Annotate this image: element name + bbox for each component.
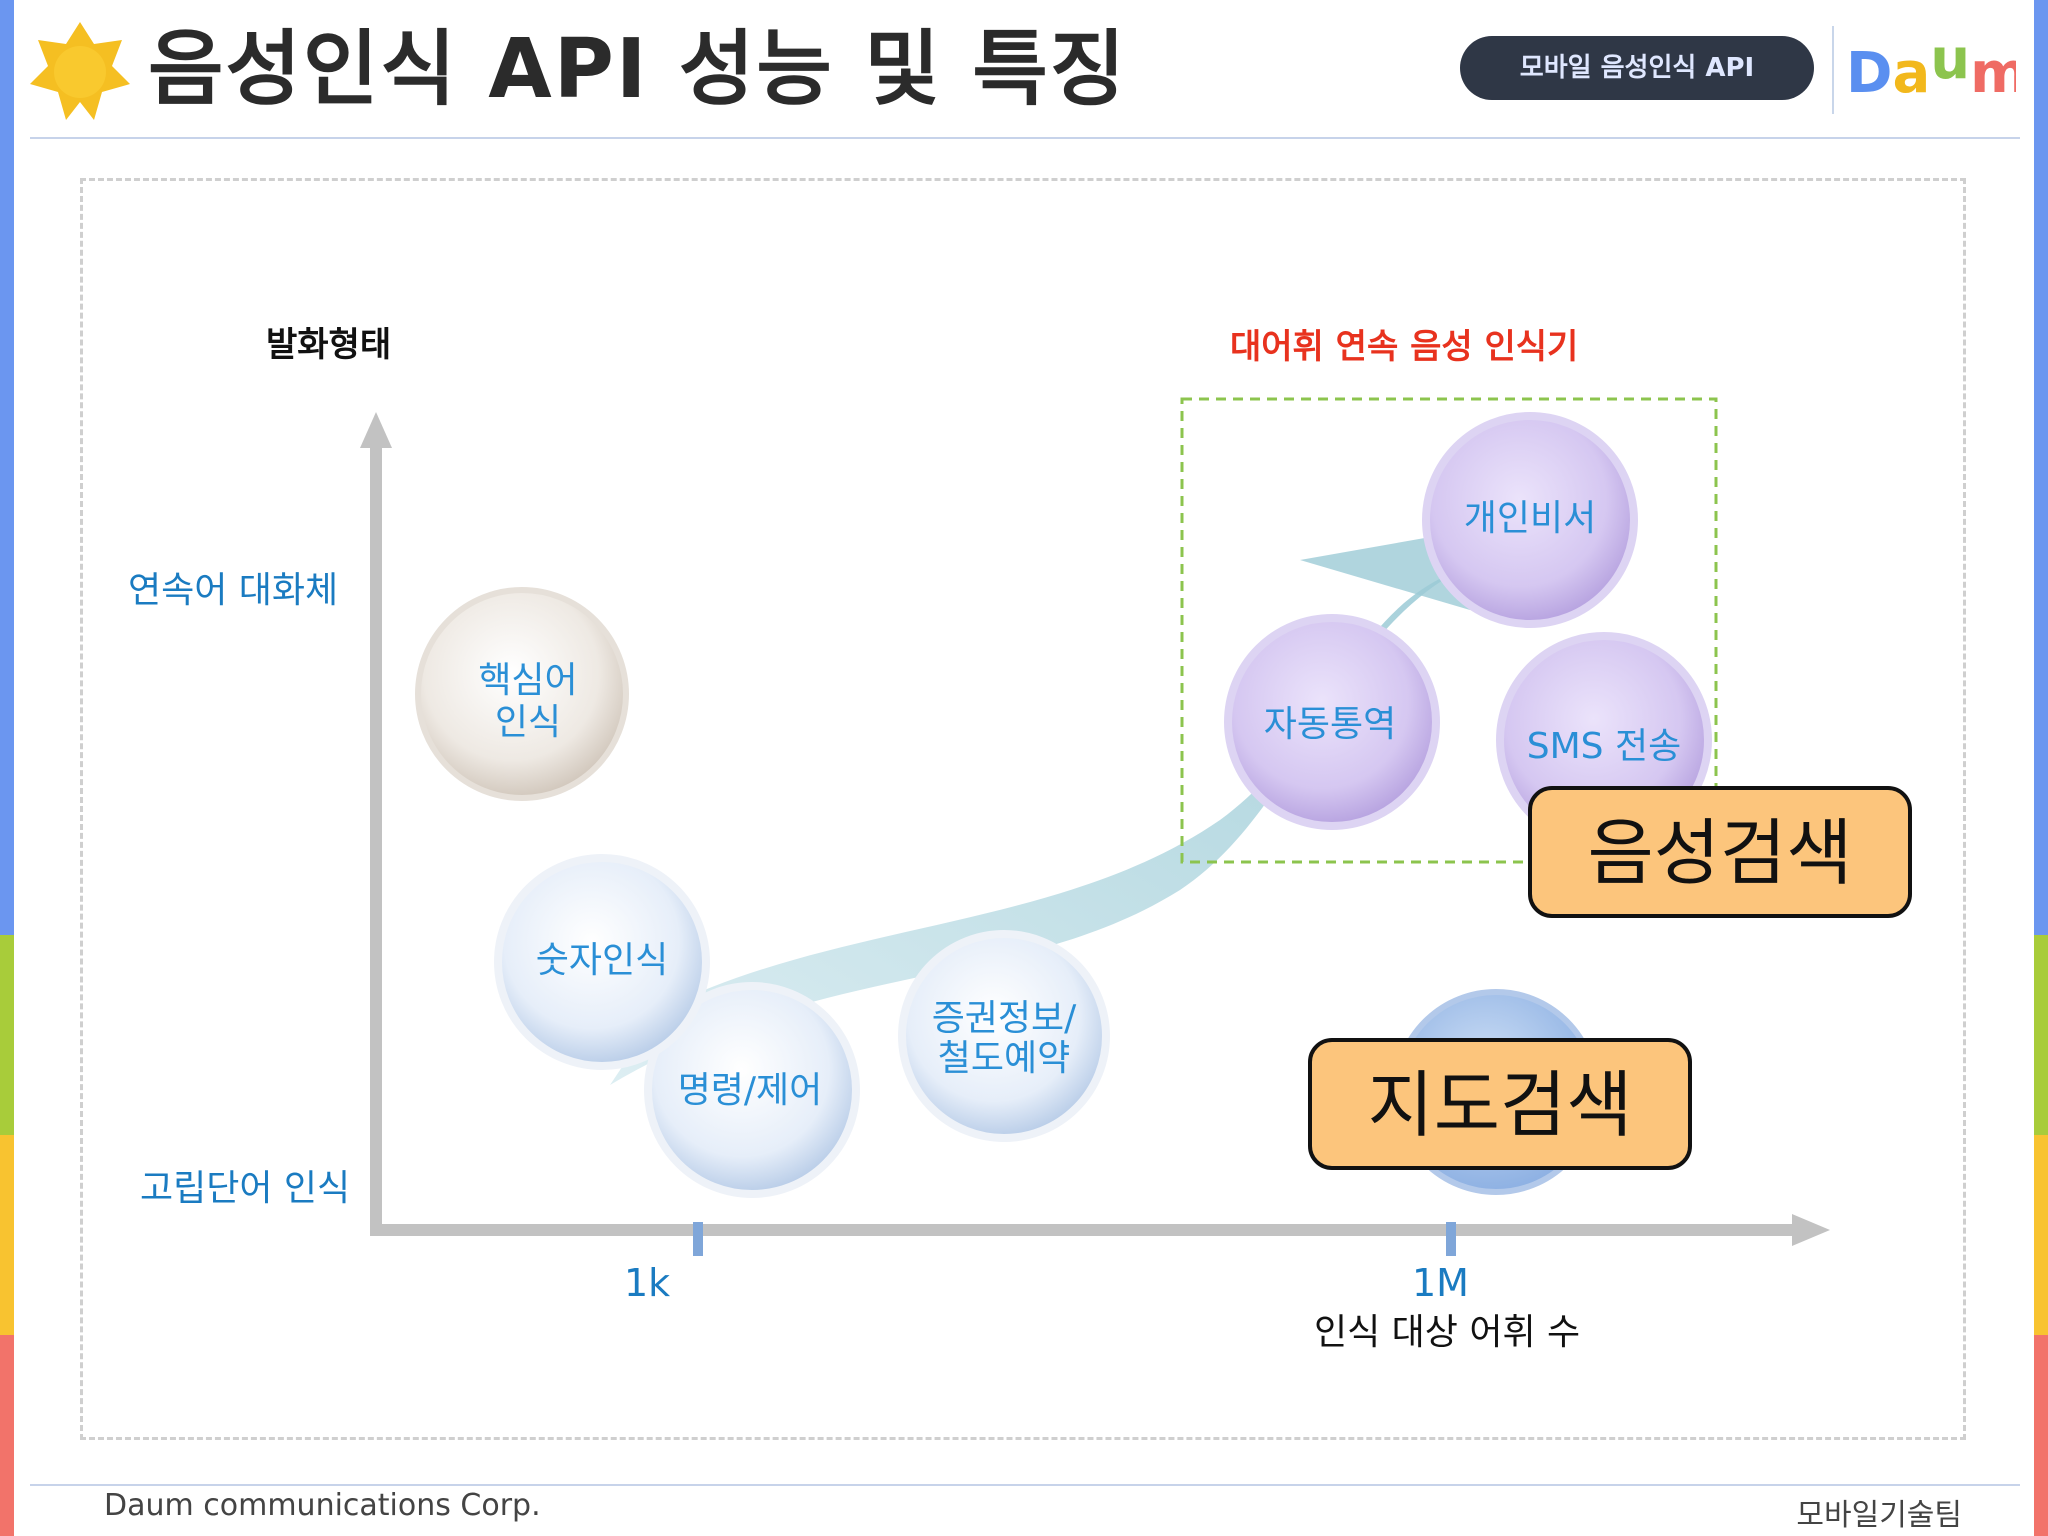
section-badge: 모바일 음성인식 API xyxy=(1460,36,1814,100)
tick-1M xyxy=(1446,1222,1456,1256)
x-tick-label-1M: 1M xyxy=(1412,1261,1469,1305)
y-level-top: 연속어 대화체 xyxy=(128,570,338,611)
svg-text:SMS 전송: SMS 전송 xyxy=(1527,726,1681,767)
logo-divider xyxy=(1832,26,1834,114)
svg-text:명령/제어: 명령/제어 xyxy=(678,1070,823,1111)
callout-voice-search: 음성검색 xyxy=(1528,786,1912,918)
svg-text:숫자인식: 숫자인식 xyxy=(536,940,668,981)
footer-divider xyxy=(30,1484,2020,1486)
highlight-label: 대어휘 연속 음성 인식기 xyxy=(1230,327,1578,367)
x-axis-arrowhead xyxy=(1792,1214,1830,1246)
svg-text:인식: 인식 xyxy=(495,702,561,743)
bubble-personal-assistant: 개인비서 xyxy=(1422,412,1638,628)
sun-icon xyxy=(30,22,130,120)
svg-text:자동통역: 자동통역 xyxy=(1264,704,1396,745)
growth-arrow xyxy=(610,570,1460,1085)
bubble-keyword: 핵심어 인식 xyxy=(415,587,629,801)
bubble-command: 명령/제어 xyxy=(644,982,860,1198)
svg-text:지도검색: 지도검색 xyxy=(1368,1063,1633,1147)
x-axis-title: 인식 대상 어휘 수 xyxy=(1314,1312,1580,1353)
daum-logo: Daum xyxy=(1846,34,2016,104)
diagram-panel xyxy=(80,178,1966,1440)
bubble-number: 숫자인식 xyxy=(494,854,710,1070)
callout-map-search: 지도검색 xyxy=(1308,1038,1692,1170)
y-level-bottom: 고립단어 인식 xyxy=(140,1168,350,1209)
page-title: 음성인식 API 성능 및 특징 xyxy=(148,22,1128,117)
tick-1k xyxy=(693,1222,703,1256)
svg-text:Daum: Daum xyxy=(1846,34,2016,104)
right-color-strip xyxy=(2034,0,2048,1536)
footer-team: 모바일기술팀 xyxy=(1796,1498,1962,1533)
svg-text:핵심어: 핵심어 xyxy=(478,660,577,701)
bubble-stock-rail: 증권정보/ 철도예약 xyxy=(898,930,1110,1142)
y-axis-title: 발화형태 xyxy=(266,325,391,365)
svg-text:개인비서: 개인비서 xyxy=(1464,498,1596,539)
header-divider xyxy=(30,137,2020,139)
x-tick-label-1k: 1k xyxy=(624,1261,670,1305)
highlight-box xyxy=(1180,397,1718,864)
svg-text:음성검색: 음성검색 xyxy=(1588,811,1853,895)
left-color-strip xyxy=(0,0,14,1536)
svg-text:증권정보/: 증권정보/ xyxy=(932,998,1077,1039)
svg-text:철도예약: 철도예약 xyxy=(938,1038,1070,1079)
bubble-translate: 자동통역 xyxy=(1224,614,1440,830)
footer-company: Daum communications Corp. xyxy=(104,1488,541,1523)
y-axis-arrowhead xyxy=(360,412,392,448)
